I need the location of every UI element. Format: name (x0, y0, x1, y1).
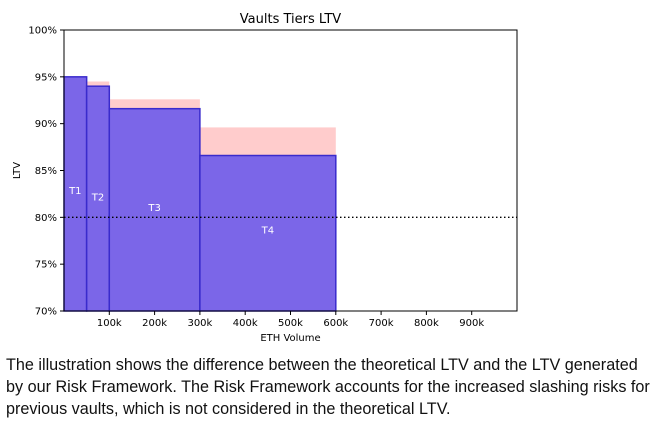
caption-line-2: by our Risk Framework. The Risk Framewor… (6, 378, 650, 396)
caption-line-3: previous vaults, which is not considered… (6, 400, 451, 418)
y-tick-label: 75% (35, 260, 57, 271)
chart-title: Vaults Tiers LTV (240, 12, 341, 27)
x-tick-label: 100k (97, 318, 122, 329)
y-tick-label: 100% (28, 26, 57, 37)
axis-ticks-layer: 100k 200k 300k 400k 500k 600k 700k 800k 900k 70% 7… (28, 26, 484, 330)
caption-line-1: The illustration shows the difference be… (6, 356, 638, 374)
y-tick-label: 80% (35, 213, 57, 224)
tier-label-t2: T2 (91, 192, 104, 203)
y-tick-label: 95% (35, 72, 57, 83)
x-tick-label: 200k (142, 318, 167, 329)
tier-label-t1: T1 (68, 186, 81, 197)
bars-layer (63, 76, 337, 312)
x-tick-label: 500k (278, 318, 303, 329)
caption-paragraph: The illustration shows the difference be… (6, 354, 654, 420)
x-tick-label: 400k (233, 318, 258, 329)
y-tick-label: 85% (35, 166, 57, 177)
y-tick-label: 70% (35, 307, 57, 318)
ltv-chart: T1 T2 T3 T4 100k 200k 300k 400k 500k 600k 700k 800… (12, 12, 518, 344)
framework-bar-t4 (199, 154, 337, 312)
x-axis-label: ETH Volume (260, 333, 320, 344)
x-tick-label: 900k (459, 318, 484, 329)
x-tick-label: 800k (414, 318, 439, 329)
x-tick-label: 700k (369, 318, 394, 329)
chart-container: T1 T2 T3 T4 100k 200k 300k 400k 500k 600k 700k 800… (12, 12, 518, 344)
y-axis-label: LTV (12, 162, 23, 179)
tier-labels-layer: T1 T2 T3 T4 (68, 186, 274, 236)
tier-label-t3: T3 (147, 203, 160, 214)
x-tick-label: 600k (323, 318, 348, 329)
y-tick-label: 90% (35, 119, 57, 130)
tier-label-t4: T4 (261, 225, 274, 236)
framework-bar-t3 (108, 107, 201, 312)
x-tick-label: 300k (187, 318, 212, 329)
